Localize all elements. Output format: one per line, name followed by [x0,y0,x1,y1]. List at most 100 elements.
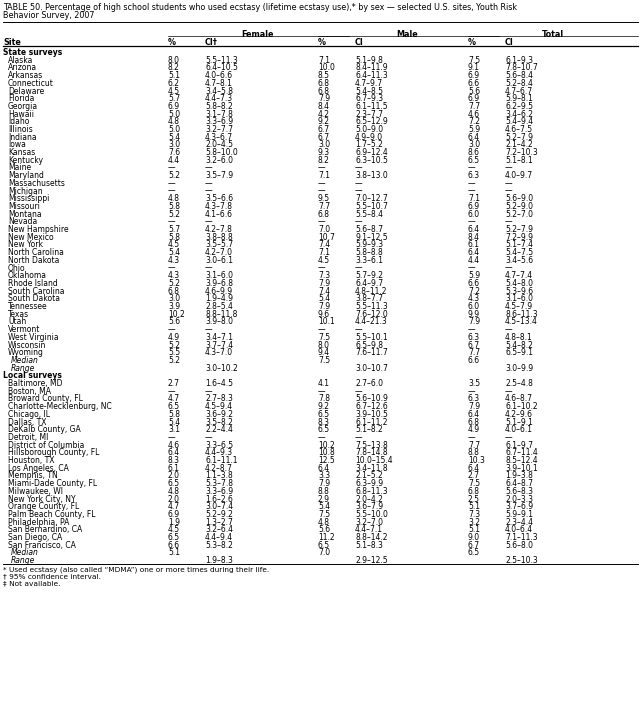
Text: 6.7: 6.7 [318,133,330,142]
Text: 3.4–5.8: 3.4–5.8 [205,87,233,95]
Text: —: — [318,433,326,442]
Text: 2.0: 2.0 [168,472,180,481]
Text: 6.8: 6.8 [318,79,330,88]
Text: 6.5–9.1: 6.5–9.1 [505,348,533,357]
Text: 8.8–14.2: 8.8–14.2 [355,533,388,542]
Text: TABLE 50. Percentage of high school students who used ecstasy (lifetime ecstasy : TABLE 50. Percentage of high school stud… [3,3,517,12]
Text: 7.5: 7.5 [468,56,480,65]
Text: 6.9: 6.9 [468,202,480,211]
Text: 4.5: 4.5 [168,241,180,249]
Text: 5.8: 5.8 [168,233,180,242]
Text: —: — [318,179,326,188]
Text: Los Angeles, CA: Los Angeles, CA [8,464,69,473]
Text: 8.6: 8.6 [468,148,480,157]
Text: 4.6: 4.6 [168,441,180,450]
Text: 3.0–9.9: 3.0–9.9 [505,364,533,373]
Text: Boston, MA: Boston, MA [8,387,51,395]
Text: Median: Median [11,548,39,558]
Text: 8.8: 8.8 [318,487,330,496]
Text: North Dakota: North Dakota [8,256,60,265]
Text: 2.3–7.7: 2.3–7.7 [355,110,383,119]
Text: 8.4–11.9: 8.4–11.9 [355,63,388,73]
Text: 4.8: 4.8 [168,487,180,496]
Text: —: — [355,164,363,172]
Text: 7.0: 7.0 [318,548,330,558]
Text: 3.5–6.6: 3.5–6.6 [205,194,233,204]
Text: 11.2: 11.2 [318,533,335,542]
Text: —: — [168,387,176,395]
Text: 7.2: 7.2 [468,117,480,126]
Text: 6.1–11.1: 6.1–11.1 [205,456,238,465]
Text: 7.7: 7.7 [468,441,480,450]
Text: Philadelphia, PA: Philadelphia, PA [8,518,69,526]
Text: * Used ecstasy (also called “MDMA”) one or more times during their life.: * Used ecstasy (also called “MDMA”) one … [3,567,269,574]
Text: Maryland: Maryland [8,171,44,180]
Text: 4.4–9.4: 4.4–9.4 [205,533,233,542]
Text: —: — [168,187,176,196]
Text: 5.5–8.4: 5.5–8.4 [355,209,383,219]
Text: —: — [505,325,513,334]
Text: 4.7–9.7: 4.7–9.7 [355,79,383,88]
Text: 9.3: 9.3 [318,148,330,157]
Text: 5.3–7.8: 5.3–7.8 [205,479,233,489]
Text: —: — [205,387,213,395]
Text: 6.2–9.5: 6.2–9.5 [505,102,533,111]
Text: Idaho: Idaho [8,117,29,126]
Text: 5.4: 5.4 [318,502,330,511]
Text: 3.4–6.2: 3.4–6.2 [505,110,533,119]
Text: 6.4–8.7: 6.4–8.7 [505,479,533,489]
Text: New Hampshire: New Hampshire [8,225,69,234]
Text: Charlotte-Mecklenburg, NC: Charlotte-Mecklenburg, NC [8,402,112,411]
Text: 3.1–7.8: 3.1–7.8 [205,110,233,119]
Text: 6.8: 6.8 [318,209,330,219]
Text: 6.7: 6.7 [468,341,480,350]
Text: 4.0–9.7: 4.0–9.7 [505,171,533,180]
Text: 6.9: 6.9 [168,102,180,111]
Text: CI†: CI† [205,38,218,47]
Text: 3.2–7.7: 3.2–7.7 [205,125,233,134]
Text: 4.8–11.2: 4.8–11.2 [355,286,388,296]
Text: 6.1–11.5: 6.1–11.5 [355,102,388,111]
Text: Male: Male [397,30,419,39]
Text: —: — [168,325,176,334]
Text: 7.5: 7.5 [318,510,330,519]
Text: 5.6: 5.6 [318,526,330,534]
Text: 10.2: 10.2 [318,441,335,450]
Text: 6.4: 6.4 [468,133,480,142]
Text: —: — [355,264,363,273]
Text: 5.8: 5.8 [168,410,180,419]
Text: Dallas, TX: Dallas, TX [8,417,47,427]
Text: 7.9: 7.9 [318,302,330,311]
Text: 5.4: 5.4 [168,417,180,427]
Text: —: — [318,164,326,172]
Text: 4.7: 4.7 [168,502,180,511]
Text: 4.6–8.7: 4.6–8.7 [505,395,533,403]
Text: Hillsborough County, FL: Hillsborough County, FL [8,449,99,457]
Text: 9.6: 9.6 [318,310,330,319]
Text: 5.1–8.1: 5.1–8.1 [505,156,533,165]
Text: 2.9–12.5: 2.9–12.5 [355,556,388,565]
Text: 6.4: 6.4 [318,464,330,473]
Text: 5.1: 5.1 [168,548,180,558]
Text: 2.2–4.4: 2.2–4.4 [205,425,233,434]
Text: 9.9: 9.9 [468,310,480,319]
Text: 5.4–8.0: 5.4–8.0 [505,279,533,288]
Text: 3.8–13.0: 3.8–13.0 [355,171,388,180]
Text: 4.4–7.3: 4.4–7.3 [205,95,233,103]
Text: Nevada: Nevada [8,217,37,226]
Text: 7.3: 7.3 [318,271,330,281]
Text: 10.2: 10.2 [168,310,185,319]
Text: 3.5–8.2: 3.5–8.2 [205,417,233,427]
Text: 7.1: 7.1 [318,171,330,180]
Text: —: — [318,217,326,226]
Text: 3.0–10.7: 3.0–10.7 [355,364,388,373]
Text: 6.2: 6.2 [168,79,180,88]
Text: Houston, TX: Houston, TX [8,456,54,465]
Text: 8.5–12.4: 8.5–12.4 [505,456,538,465]
Text: Montana: Montana [8,209,42,219]
Text: 3.7–6.9: 3.7–6.9 [505,502,533,511]
Text: 3.9: 3.9 [168,302,180,311]
Text: 3.2: 3.2 [468,518,480,526]
Text: 4.2–8.7: 4.2–8.7 [205,464,233,473]
Text: 7.4: 7.4 [318,286,330,296]
